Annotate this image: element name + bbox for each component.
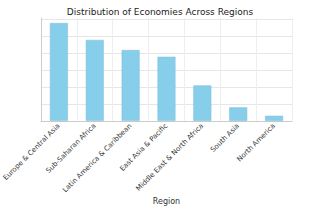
svg-text:North America: North America [235, 122, 276, 163]
svg-text:Distribution of Economies Acro: Distribution of Economies Across Regions [67, 7, 254, 17]
svg-text:Middle East & North Africa: Middle East & North Africa [135, 122, 206, 193]
svg-text:Europe & Central Asia: Europe & Central Asia [2, 122, 62, 182]
svg-text:East Asia & Pacific: East Asia & Pacific [118, 122, 170, 173]
svg-text:South Asia: South Asia [209, 122, 241, 154]
svg-text:Region: Region [153, 197, 180, 206]
svg-text:Sub-Saharan Africa: Sub-Saharan Africa [44, 122, 98, 175]
svg-text:Latin America & Caribbean: Latin America & Caribbean [61, 122, 133, 194]
